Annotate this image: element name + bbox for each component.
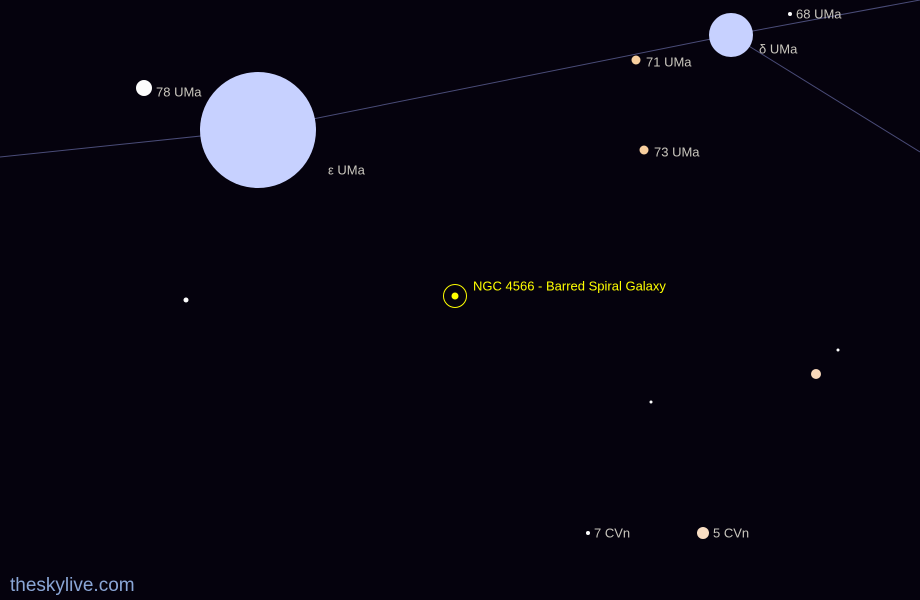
star-eps-uma <box>200 72 316 188</box>
star-68-uma <box>788 12 792 16</box>
star-label-78-uma: 78 UMa <box>156 85 202 100</box>
target-label-ngc-4566: NGC 4566 - Barred Spiral Galaxy <box>473 279 666 294</box>
star-chart: ε UMa 78 UMa δ UMa 68 UMa 71 UMa 73 UMa 7 CVn 5… <box>0 0 920 600</box>
star-71-uma <box>632 56 641 65</box>
star-label-73-uma: 73 UMa <box>654 145 700 160</box>
star-faint-3 <box>837 349 840 352</box>
star-label-delta-uma: δ UMa <box>759 42 797 57</box>
target-dot-ngc-4566 <box>452 293 459 300</box>
star-73-uma <box>640 146 649 155</box>
watermark: theskylive.com <box>10 575 135 597</box>
star-label-71-uma: 71 UMa <box>646 55 692 70</box>
star-faint-2 <box>650 401 653 404</box>
star-7-cvn <box>586 531 590 535</box>
star-label-68-uma: 68 UMa <box>796 7 842 22</box>
star-faint-4 <box>811 369 821 379</box>
star-label-7-cvn: 7 CVn <box>594 526 630 541</box>
star-label-5-cvn: 5 CVn <box>713 526 749 541</box>
star-5-cvn <box>697 527 709 539</box>
star-faint-1 <box>184 298 189 303</box>
star-label-eps-uma: ε UMa <box>328 163 365 178</box>
star-78-uma <box>136 80 152 96</box>
star-delta-uma <box>709 13 753 57</box>
